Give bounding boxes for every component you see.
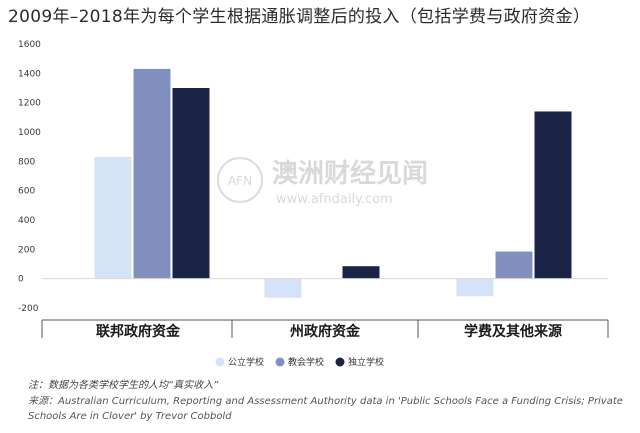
- watermark: AFN 澳洲财经见闻 www.afndaily.com: [217, 157, 428, 207]
- bars: [42, 68, 608, 298]
- y-tick-label: 1600: [18, 40, 41, 50]
- legend-swatch: [335, 357, 345, 367]
- legend-label: 公立学校: [228, 356, 264, 368]
- category-label: 学费及其他来源: [464, 323, 562, 340]
- category-dividers: [41, 320, 609, 338]
- category-label: 联邦政府资金: [96, 323, 181, 340]
- bar: [456, 278, 494, 297]
- legend-swatch: [275, 357, 285, 367]
- legend: 公立学校 教会学校 独立学校: [215, 356, 384, 368]
- bar: [133, 68, 171, 279]
- y-tick-label: 200: [18, 245, 35, 255]
- category-labels: 联邦政府资金 州政府资金 学费及其他来源: [96, 323, 562, 340]
- y-axis-ticks: 1600 1400 1200 1000 800 600 400 200 0 -200: [18, 40, 41, 314]
- bar: [534, 111, 572, 279]
- bar: [342, 266, 380, 279]
- watermark-logo-circle: [217, 157, 263, 203]
- legend-label: 教会学校: [288, 356, 324, 368]
- y-tick-label: -200: [18, 304, 39, 314]
- bar: [264, 278, 302, 298]
- y-tick-label: 0: [18, 275, 24, 285]
- y-tick-label: 1400: [18, 69, 41, 79]
- bar-chart: 1600 1400 1200 1000 800 600 400 200 0 -200 AFN 澳洲…: [18, 40, 609, 368]
- y-tick-label: 1200: [18, 99, 41, 109]
- bar: [172, 88, 210, 279]
- watermark-name: 澳洲财经见闻: [272, 158, 428, 189]
- bar: [495, 251, 533, 279]
- legend-swatch: [215, 357, 225, 367]
- y-tick-label: 600: [18, 187, 35, 197]
- y-tick-label: 400: [18, 216, 35, 226]
- legend-label: 独立学校: [348, 356, 384, 368]
- y-tick-label: 800: [18, 157, 35, 167]
- footnote: 注：数据为各类学校学生的人均“真实收入”: [28, 380, 219, 391]
- watermark-logo-text: AFN: [228, 174, 252, 188]
- watermark-url: www.afndaily.com: [276, 192, 393, 207]
- source-note: 来源：Australian Curriculum, Reporting and …: [28, 396, 623, 422]
- category-label: 州政府资金: [289, 323, 361, 340]
- chart-title: 2009年–2018年为每个学生根据通胀调整后的投入（包括学费与政府资金）: [8, 7, 591, 27]
- y-tick-label: 1000: [18, 128, 41, 138]
- bar: [94, 156, 132, 279]
